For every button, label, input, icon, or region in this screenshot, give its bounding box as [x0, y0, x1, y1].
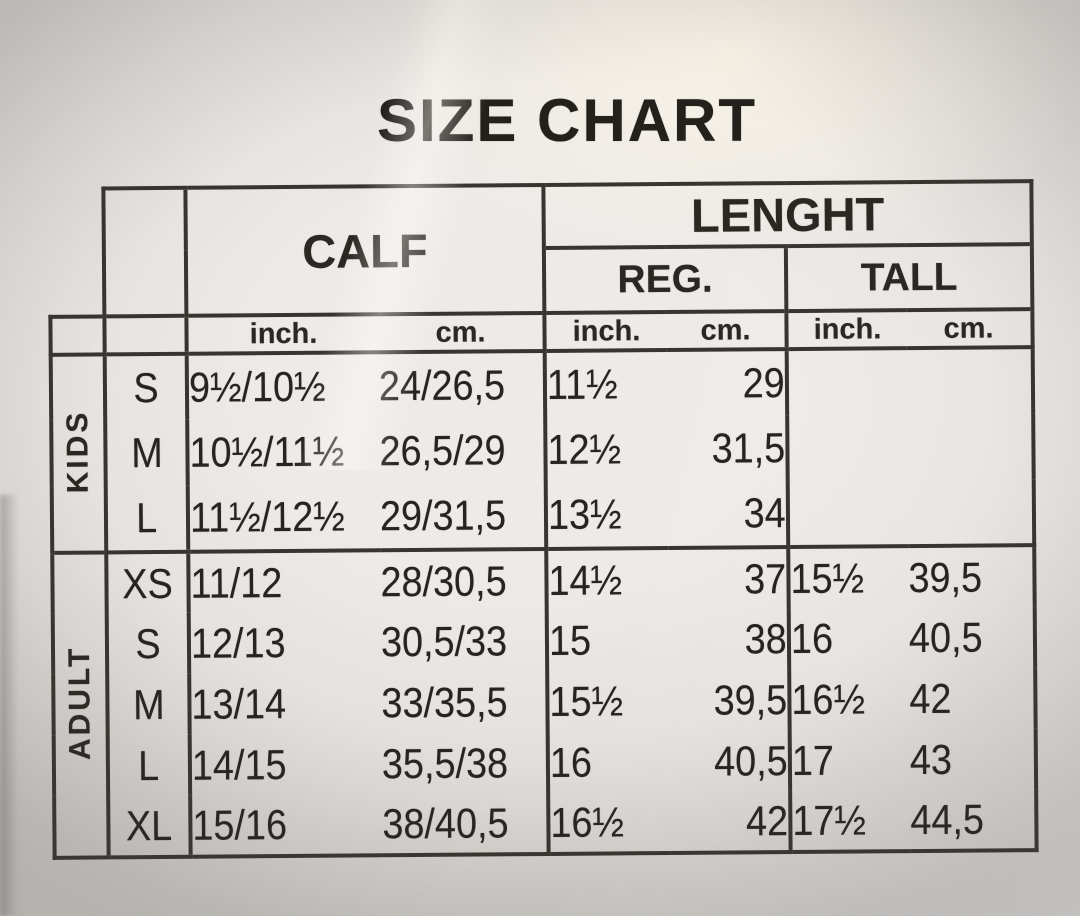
size-chart-table: CALF LENGHT REG. TALL inch. cm. inch. cm… [47, 179, 1038, 860]
group-label-kids: KIDS [50, 354, 107, 553]
reg-cm-cell: 31,5 [711, 424, 786, 472]
tall-inch-unit: inch. [786, 310, 907, 350]
unit-label: cm. [435, 315, 486, 349]
table-row: L 11½/12½ 29/31,5 13½ 34 [52, 479, 1035, 553]
table-row: L 14/15 35,5/38 16 40,5 17 43 [54, 728, 1037, 797]
kids-label: KIDS [61, 409, 95, 494]
calf-inch-cell: 14/15 [189, 733, 383, 796]
calf-cm-cell: 33/35,5 [381, 677, 508, 726]
size-cell: M [105, 419, 188, 487]
size-cell: S [104, 353, 188, 421]
reg-inch-cell: 13½ [545, 482, 669, 549]
tall-cm-cell: 43 [909, 728, 1037, 791]
group-label-adult: ADULT [52, 552, 109, 858]
reg-cm-cell: 39,5 [713, 675, 788, 724]
tall-inch-cell: 16 [788, 607, 910, 670]
reg-cm-cell: 37 [668, 547, 789, 610]
calf-cm-cell: 28/30,5 [380, 548, 547, 612]
calf-inch-cell: 11/12 [188, 550, 381, 613]
size-chart: CALF LENGHT REG. TALL inch. cm. inch. cm… [47, 179, 1038, 860]
size-units-empty [104, 315, 187, 355]
tall-inch-cell: 17 [789, 729, 911, 792]
table-row: ADULT XS 11/12 28/30,5 14½ 37 15½ 39,5 [52, 545, 1035, 858]
table-row: S 12/13 30,5/33 15 38 16 40,5 [53, 606, 1036, 675]
tall-cm-cell [907, 479, 1035, 547]
reg-inch-cell: 16½ [548, 792, 671, 854]
tall-cm-unit: cm. [906, 309, 1033, 349]
tall-inch-cell [787, 480, 909, 548]
reg-header-label: REG. [617, 257, 713, 301]
size-cell: XL [108, 795, 191, 858]
size-cell: L [105, 485, 189, 553]
unit-label: cm. [943, 311, 994, 345]
tall-cm-cell: 44,5 [910, 789, 1037, 852]
unit-label: inch. [813, 312, 882, 346]
size-column-header-empty [103, 187, 187, 317]
calf-inch-cell: 15/16 [190, 794, 383, 857]
reg-cm-cell: 29 [742, 359, 786, 407]
reg-inch-cell: 15 [546, 609, 670, 671]
calf-cm-cell: 30,5/33 [380, 616, 508, 665]
reg-inch-cell: 16 [547, 731, 671, 793]
reg-inch-cell: 12½ [545, 416, 668, 483]
tall-cm-cell: 42 [909, 667, 1036, 730]
tall-inch-cell: 16½ [789, 668, 910, 731]
calf-inch-cell: 9½/10½ [186, 352, 380, 420]
size-cell: S [106, 612, 190, 675]
calf-header: CALF [185, 184, 545, 316]
calf-inch-unit: inch. [186, 314, 379, 354]
reg-cm-cell: 34 [667, 481, 789, 549]
unit-label: inch. [572, 314, 641, 348]
length-header: LENGHT [543, 181, 1032, 248]
reg-cm-cell: 42 [670, 791, 791, 854]
tall-header: TALL [785, 244, 1033, 312]
calf-cm-cell: 29/31,5 [379, 482, 547, 551]
adult-label: ADULT [62, 645, 97, 760]
tall-cm-cell [907, 413, 1034, 481]
size-cell: M [107, 673, 190, 736]
size-cell: XS [106, 551, 189, 614]
reg-inch-cell: 11½ [544, 350, 668, 417]
calf-inch-cell: 11½/12½ [187, 484, 381, 552]
calf-inch-cell: 12/13 [188, 611, 382, 674]
calf-cm-unit: cm. [378, 312, 545, 353]
tall-inch-cell: 17½ [790, 790, 911, 853]
corner-spacer [50, 251, 105, 316]
table-row: M 13/14 33/35,5 15½ 39,5 16½ 42 [53, 667, 1036, 736]
tall-cm-cell: 39,5 [908, 545, 1035, 608]
table-row: XL 15/16 38/40,5 16½ 42 17½ 44,5 [54, 789, 1037, 858]
reg-inch-unit: inch. [544, 312, 667, 351]
tall-inch-cell [786, 348, 908, 416]
table-row: KIDS S 9½/10½ 24/26,5 11½ 29 [50, 347, 1034, 553]
tall-inch-cell [787, 414, 908, 482]
paper-edge-shadow [0, 494, 18, 916]
unit-label: inch. [249, 317, 318, 350]
calf-cm-cell: 24/26,5 [378, 361, 506, 410]
reg-cm-cell: 40,5 [714, 736, 789, 785]
page-title: SIZE CHART [377, 87, 757, 154]
reg-header: REG. [543, 246, 787, 313]
calf-cm-cell: 35,5/38 [381, 738, 509, 787]
calf-inch-cell: 10½/11½ [187, 418, 380, 486]
unit-label: cm. [700, 313, 751, 347]
calf-inch-cell: 13/14 [189, 672, 382, 735]
reg-cm-cell: 38 [744, 614, 788, 662]
tall-cm-cell: 40,5 [908, 606, 1036, 669]
reg-inch-cell: 14½ [546, 548, 669, 610]
reg-inch-cell: 15½ [547, 670, 670, 732]
calf-cm-cell: 26,5/29 [379, 426, 506, 475]
table-row: M 10½/11½ 26,5/29 12½ 31,5 [51, 413, 1034, 487]
corner-spacer [49, 188, 103, 251]
tall-inch-cell: 15½ [788, 546, 909, 609]
calf-header-label: CALF [302, 223, 428, 278]
length-header-label: LENGHT [690, 187, 885, 242]
group-column-header-empty [50, 316, 105, 355]
calf-cm-cell: 38/40,5 [382, 792, 549, 856]
tall-cm-cell [906, 347, 1034, 415]
tall-header-label: TALL [860, 255, 958, 299]
size-cell: L [107, 734, 191, 797]
reg-cm-unit: cm. [666, 311, 787, 351]
